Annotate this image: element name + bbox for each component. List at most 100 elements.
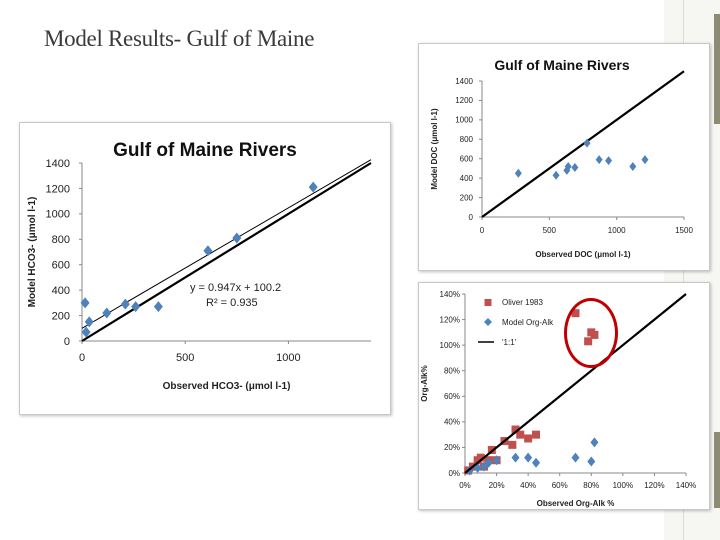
chart-title: Gulf of Maine Rivers xyxy=(494,57,630,73)
data-point-diamond xyxy=(131,301,141,313)
data-point-diamond xyxy=(595,155,603,165)
data-point-diamond xyxy=(153,301,163,313)
x-tick-label: 1000 xyxy=(276,352,300,364)
data-point-diamond xyxy=(84,316,94,328)
y-tick-label: 20% xyxy=(444,443,460,452)
data-point-diamond xyxy=(120,298,130,310)
x-tick-label: 500 xyxy=(176,352,194,364)
y-tick-label: 0 xyxy=(469,213,474,222)
hco3-chart-panel: Gulf of Maine Rivers 0 500 1000 0 200 400 600 80… xyxy=(19,122,391,415)
x-axis-label: Observed DOC (μmol l-1) xyxy=(535,250,630,259)
x-tick-label: 100% xyxy=(613,481,633,490)
x-tick-label: 80% xyxy=(583,481,599,490)
trend-line xyxy=(81,159,372,329)
data-point-square xyxy=(524,434,533,443)
y-axis-label: Model DOC (μmol l-1) xyxy=(430,108,439,190)
data-point-diamond xyxy=(532,457,541,468)
data-point-diamond xyxy=(552,170,560,180)
chart-title: Gulf of Maine Rivers xyxy=(113,140,297,161)
y-tick-label: 600 xyxy=(460,155,474,164)
data-point-diamond xyxy=(81,326,91,338)
data-point-diamond xyxy=(583,138,591,148)
y-tick-label: 60% xyxy=(444,392,460,401)
r-squared-label: R² = 0.935 xyxy=(206,297,258,309)
x-tick-label: 0% xyxy=(459,481,471,490)
legend-label: Model Org-Alk xyxy=(502,318,554,327)
x-axis-label: Observed Org-Alk % xyxy=(537,499,615,508)
data-point-square xyxy=(508,440,517,449)
y-tick-label: 600 xyxy=(52,260,70,272)
y-tick-label: 120% xyxy=(440,315,460,324)
doc-chart: Gulf of Maine Rivers 0 500 1000 1500 0 200 400 6… xyxy=(430,57,693,259)
data-point-diamond xyxy=(308,181,318,193)
one-to-one-line xyxy=(481,70,685,218)
x-tick-label: 40% xyxy=(520,481,536,490)
y-tick-label: 800 xyxy=(460,135,474,144)
x-axis-label: Observed HCO3- (μmol l-1) xyxy=(163,381,291,392)
y-tick-label: 200 xyxy=(460,193,474,202)
y-tick-label: 100% xyxy=(440,341,460,350)
y-tick-label: 400 xyxy=(52,285,70,297)
regression-equation: y = 0.947x + 100.2 xyxy=(190,282,281,294)
x-tick-label: 0 xyxy=(480,226,485,235)
data-point-diamond xyxy=(571,162,579,172)
y-axis-label: Model HCO3- (μmol l-1) xyxy=(27,197,38,308)
x-tick-label: 0 xyxy=(79,352,85,364)
slide-decoration-bar-top xyxy=(714,14,720,124)
org-alk-chart: 0% 20% 40% 60% 80% 100% 120% 140% 0% 20% 40% 60% 80%… xyxy=(420,290,696,508)
x-tick-label: 60% xyxy=(552,481,568,490)
y-tick-label: 140% xyxy=(440,290,460,299)
y-tick-label: 0% xyxy=(448,469,460,478)
highlight-oval xyxy=(564,298,618,368)
x-tick-label: 1000 xyxy=(608,226,626,235)
data-point-diamond xyxy=(587,456,596,467)
data-point-diamond xyxy=(629,161,637,171)
data-point-diamond xyxy=(492,455,501,466)
data-point-diamond xyxy=(232,232,242,244)
data-point-square xyxy=(532,430,541,439)
data-point-diamond xyxy=(102,307,112,319)
legend-swatch-square xyxy=(484,299,492,306)
data-point-square xyxy=(516,430,525,439)
y-tick-label: 80% xyxy=(444,367,460,376)
y-tick-label: 1000 xyxy=(46,209,70,221)
y-tick-label: 800 xyxy=(52,234,70,246)
doc-chart-panel: Gulf of Maine Rivers 0 500 1000 1500 0 200 400 6… xyxy=(418,43,710,271)
data-point-diamond xyxy=(590,437,599,448)
y-tick-label: 1200 xyxy=(455,96,473,105)
data-point-diamond xyxy=(203,245,213,257)
y-tick-label: 1000 xyxy=(455,116,473,125)
x-tick-label: 140% xyxy=(676,481,696,490)
hco3-chart: Gulf of Maine Rivers 0 500 1000 0 200 400 600 80… xyxy=(27,140,372,392)
y-tick-label: 200 xyxy=(52,310,70,322)
y-tick-label: 1400 xyxy=(455,77,473,86)
data-point-diamond xyxy=(605,156,613,166)
one-to-one-line xyxy=(464,293,687,474)
legend-label: Oliver 1983 xyxy=(502,298,543,307)
x-tick-label: 20% xyxy=(489,481,505,490)
one-to-one-line xyxy=(81,162,372,342)
legend-swatch-diamond xyxy=(484,318,492,326)
slide-title: Model Results- Gulf of Maine xyxy=(44,26,315,51)
data-point-diamond xyxy=(479,461,488,472)
x-tick-label: 1500 xyxy=(675,226,693,235)
data-point-diamond xyxy=(514,168,522,178)
data-point-diamond xyxy=(564,161,572,171)
y-axis-label: Org-Alk% xyxy=(420,365,429,401)
y-tick-label: 1400 xyxy=(46,158,70,170)
data-point-diamond xyxy=(571,452,580,463)
data-point-square xyxy=(511,425,520,434)
data-point-diamond xyxy=(524,452,533,463)
y-tick-label: 1200 xyxy=(46,183,70,195)
y-tick-label: 40% xyxy=(444,418,460,427)
y-tick-label: 0 xyxy=(64,336,70,348)
y-tick-label: 400 xyxy=(460,174,474,183)
x-tick-label: 120% xyxy=(644,481,664,490)
data-point-square xyxy=(476,453,485,462)
org-alk-chart-panel: 0% 20% 40% 60% 80% 100% 120% 140% 0% 20% 40% 60% 80%… xyxy=(418,282,710,510)
slide-decoration-bar-bottom xyxy=(714,432,720,508)
x-tick-label: 500 xyxy=(543,226,557,235)
data-point-diamond xyxy=(641,155,649,165)
data-point-diamond xyxy=(511,452,520,463)
legend-label: '1:1' xyxy=(502,338,517,347)
